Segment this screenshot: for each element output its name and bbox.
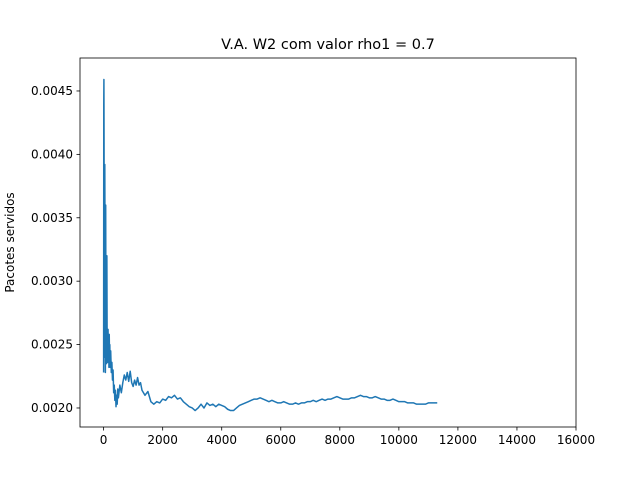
y-tick-label: 0.0040 [31,147,73,161]
x-tick-label: 10000 [380,433,418,447]
chart-title: V.A. W2 com valor rho1 = 0.7 [221,37,435,53]
y-tick-label: 0.0035 [31,211,73,225]
y-tick-label: 0.0025 [31,338,73,352]
x-tick-label: 2000 [147,433,178,447]
axis-ticks: 0 2000 4000 6000 8000 10000 12000 14000 16000 0.0… [31,84,595,447]
x-tick-label: 16000 [557,433,595,447]
x-tick-label: 0 [100,433,108,447]
y-tick-label: 0.0045 [31,84,73,98]
x-tick-label: 6000 [265,433,296,447]
x-tick-label: 12000 [439,433,477,447]
x-tick-label: 8000 [325,433,356,447]
axes-frame [79,57,577,428]
x-tick-label: 4000 [206,433,237,447]
x-tick-label: 14000 [498,433,536,447]
y-tick-label: 0.0020 [31,401,73,415]
y-tick-label: 0.0030 [31,274,73,288]
y-axis-label: Pacotes servidos [3,192,17,292]
series-line [102,78,438,412]
